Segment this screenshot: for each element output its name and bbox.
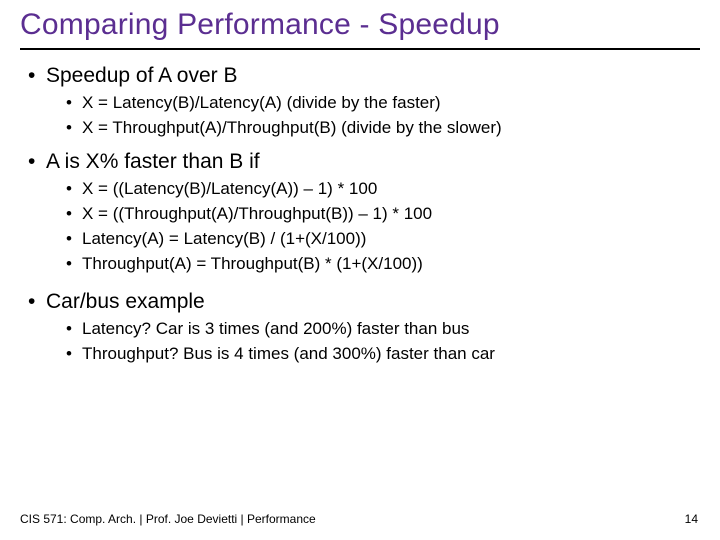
slide-title: Comparing Performance - Speedup bbox=[20, 8, 700, 50]
bullet-1-text: Speedup of A over B bbox=[46, 64, 237, 87]
bullet-3: Car/bus example Latency? Car is 3 times … bbox=[28, 290, 700, 366]
bullet-2-text: A is X% faster than B if bbox=[46, 150, 260, 173]
bullet-1: Speedup of A over B X = Latency(B)/Laten… bbox=[28, 64, 700, 140]
bullet-list: Speedup of A over B X = Latency(B)/Laten… bbox=[20, 64, 700, 366]
bullet-3-1: Latency? Car is 3 times (and 200%) faste… bbox=[66, 318, 700, 341]
bullet-2-4: Throughput(A) = Throughput(B) * (1+(X/10… bbox=[66, 253, 700, 276]
bullet-2-2: X = ((Throughput(A)/Throughput(B)) – 1) … bbox=[66, 203, 700, 226]
page-number: 14 bbox=[685, 512, 698, 526]
bullet-1-2: X = Throughput(A)/Throughput(B) (divide … bbox=[66, 117, 700, 140]
slide: Comparing Performance - Speedup Speedup … bbox=[0, 0, 720, 540]
bullet-2-3: Latency(A) = Latency(B) / (1+(X/100)) bbox=[66, 228, 700, 251]
bullet-1-1: X = Latency(B)/Latency(A) (divide by the… bbox=[66, 92, 700, 115]
bullet-2: A is X% faster than B if X = ((Latency(B… bbox=[28, 150, 700, 276]
bullet-3-sublist: Latency? Car is 3 times (and 200%) faste… bbox=[46, 318, 700, 366]
bullet-2-sublist: X = ((Latency(B)/Latency(A)) – 1) * 100 … bbox=[46, 178, 700, 276]
bullet-3-2: Throughput? Bus is 4 times (and 300%) fa… bbox=[66, 343, 700, 366]
bullet-1-sublist: X = Latency(B)/Latency(A) (divide by the… bbox=[46, 92, 700, 140]
footer-text: CIS 571: Comp. Arch. | Prof. Joe Deviett… bbox=[20, 512, 316, 526]
bullet-2-1: X = ((Latency(B)/Latency(A)) – 1) * 100 bbox=[66, 178, 700, 201]
bullet-3-text: Car/bus example bbox=[46, 290, 205, 313]
